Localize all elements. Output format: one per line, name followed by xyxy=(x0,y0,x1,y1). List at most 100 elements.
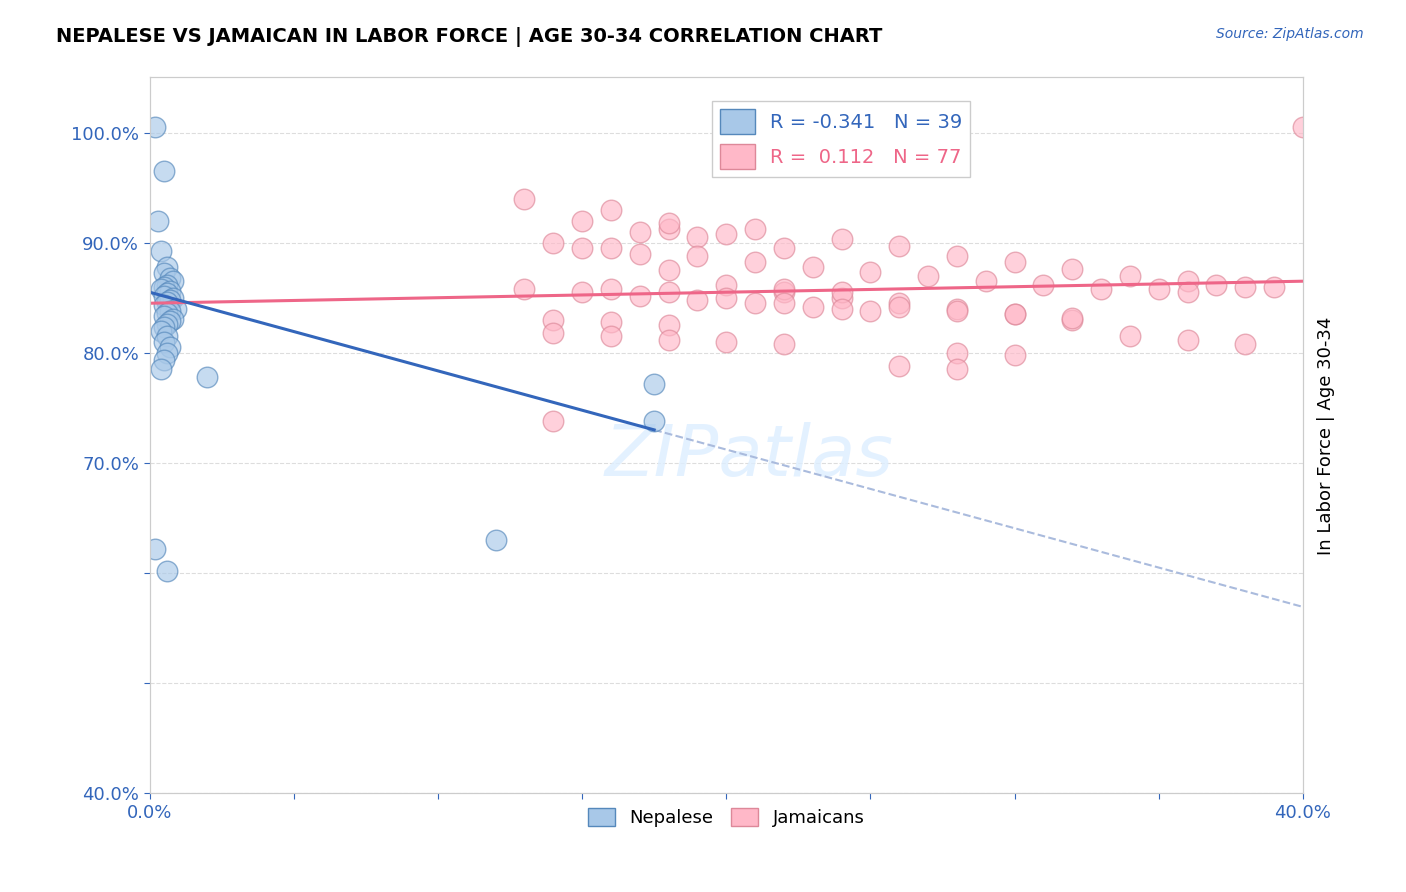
Point xyxy=(773,296,796,310)
Legend: Nepalese, Jamaicans: Nepalese, Jamaicans xyxy=(581,801,872,834)
Point xyxy=(145,541,167,556)
Point xyxy=(153,334,176,349)
Point xyxy=(1177,285,1199,300)
Point xyxy=(686,249,709,263)
Point xyxy=(600,241,623,255)
Point xyxy=(859,265,882,279)
Point xyxy=(628,225,651,239)
Point xyxy=(159,284,181,298)
Point xyxy=(162,311,184,326)
Point xyxy=(1205,277,1227,292)
Point xyxy=(150,282,173,296)
Point xyxy=(1062,262,1084,277)
Point xyxy=(145,120,167,134)
Point xyxy=(571,213,593,227)
Point xyxy=(686,293,709,307)
Point xyxy=(1292,120,1315,134)
Point xyxy=(159,304,181,318)
Point xyxy=(831,232,853,246)
Point xyxy=(513,282,536,296)
Point xyxy=(1119,268,1142,283)
Point xyxy=(946,362,969,376)
Point xyxy=(485,533,508,547)
Text: NEPALESE VS JAMAICAN IN LABOR FORCE | AGE 30-34 CORRELATION CHART: NEPALESE VS JAMAICAN IN LABOR FORCE | AG… xyxy=(56,27,883,46)
Point xyxy=(153,298,176,312)
Point xyxy=(150,244,173,259)
Point xyxy=(156,295,179,310)
Point xyxy=(716,227,738,241)
Point xyxy=(150,362,173,376)
Point xyxy=(156,329,179,343)
Point xyxy=(153,320,176,334)
Point xyxy=(773,337,796,351)
Y-axis label: In Labor Force | Age 30-34: In Labor Force | Age 30-34 xyxy=(1317,316,1334,555)
Point xyxy=(946,304,969,318)
Point xyxy=(150,324,173,338)
Point xyxy=(716,334,738,349)
Point xyxy=(1062,310,1084,325)
Point xyxy=(543,235,565,250)
Point xyxy=(889,300,911,314)
Point xyxy=(543,312,565,326)
Point xyxy=(1004,348,1026,362)
Point xyxy=(159,271,181,285)
Point xyxy=(153,267,176,281)
Point xyxy=(658,222,681,236)
Point xyxy=(165,301,187,316)
Point xyxy=(1147,282,1170,296)
Point xyxy=(773,282,796,296)
Point xyxy=(159,293,181,307)
Point xyxy=(156,260,179,274)
Point xyxy=(773,241,796,255)
Point xyxy=(658,318,681,333)
Point xyxy=(543,414,565,428)
Point xyxy=(716,291,738,305)
Point xyxy=(744,255,766,269)
Point xyxy=(1177,274,1199,288)
Point xyxy=(600,329,623,343)
Point xyxy=(1263,279,1285,293)
Point xyxy=(159,340,181,354)
Point xyxy=(543,326,565,340)
Point xyxy=(1062,312,1084,326)
Point xyxy=(156,346,179,360)
Point xyxy=(773,285,796,300)
Point xyxy=(658,285,681,300)
Point xyxy=(859,304,882,318)
Point xyxy=(946,249,969,263)
Point xyxy=(831,285,853,300)
Point xyxy=(889,296,911,310)
Point xyxy=(153,164,176,178)
Text: ZIPatlas: ZIPatlas xyxy=(605,423,894,491)
Point xyxy=(1004,307,1026,321)
Point xyxy=(744,296,766,310)
Point xyxy=(946,301,969,316)
Point xyxy=(628,246,651,260)
Point xyxy=(153,288,176,302)
Point xyxy=(1032,277,1054,292)
Point xyxy=(1004,307,1026,321)
Point xyxy=(513,192,536,206)
Point xyxy=(889,239,911,253)
Point xyxy=(1177,333,1199,347)
Point xyxy=(156,277,179,292)
Point xyxy=(831,291,853,305)
Point xyxy=(571,241,593,255)
Text: Source: ZipAtlas.com: Source: ZipAtlas.com xyxy=(1216,27,1364,41)
Point xyxy=(658,333,681,347)
Point xyxy=(716,277,738,292)
Point xyxy=(571,285,593,300)
Point xyxy=(658,263,681,277)
Point xyxy=(162,291,184,305)
Point xyxy=(153,353,176,368)
Point xyxy=(600,315,623,329)
Point xyxy=(600,282,623,296)
Point xyxy=(801,260,824,274)
Point xyxy=(643,414,665,428)
Point xyxy=(162,274,184,288)
Point xyxy=(148,213,170,227)
Point xyxy=(917,268,939,283)
Point xyxy=(643,376,665,391)
Point xyxy=(628,288,651,302)
Point xyxy=(1234,337,1257,351)
